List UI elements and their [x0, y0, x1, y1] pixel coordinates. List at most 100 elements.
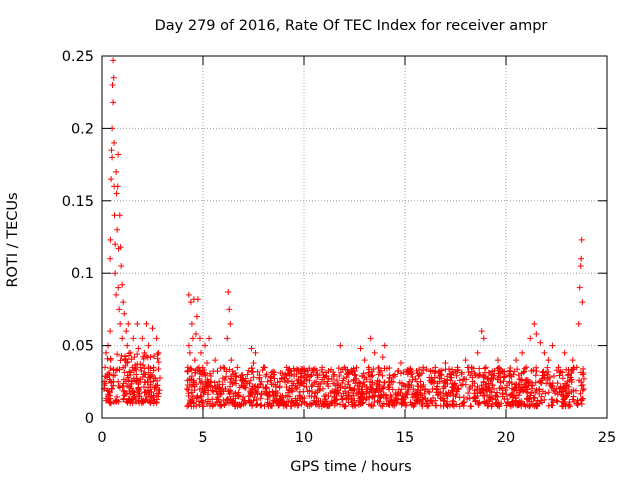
data-point	[351, 397, 358, 404]
data-point-dense	[426, 377, 433, 384]
data-point	[482, 386, 489, 393]
data-point-dense	[422, 395, 429, 402]
data-point-dense	[416, 366, 423, 373]
data-point-dense	[376, 398, 383, 405]
data-point-dense	[335, 387, 342, 394]
x-axis-label: GPS time / hours	[290, 459, 411, 475]
data-point-dense	[254, 383, 261, 390]
data-point-dense	[395, 367, 402, 374]
data-point	[121, 310, 128, 317]
data-point-dense	[287, 403, 294, 410]
data-point-dense	[184, 403, 191, 410]
data-point	[448, 374, 455, 381]
data-point	[206, 335, 213, 342]
data-point-dense	[228, 375, 235, 382]
data-point-dense	[110, 382, 117, 389]
data-point-dense	[529, 385, 536, 392]
data-point	[134, 320, 141, 327]
data-point-dense	[245, 367, 252, 374]
data-point-dense	[298, 401, 305, 408]
data-point-dense	[232, 377, 239, 384]
data-point-dense	[115, 383, 122, 390]
data-point-dense	[363, 376, 370, 383]
data-point	[224, 335, 231, 342]
data-point-dense	[285, 377, 292, 384]
data-point	[462, 357, 469, 364]
data-point	[111, 139, 118, 146]
data-point-dense	[423, 400, 430, 407]
data-point	[296, 388, 303, 395]
data-point-dense	[568, 388, 575, 395]
data-point	[361, 357, 368, 364]
data-point-dense	[480, 378, 487, 385]
data-point	[124, 342, 131, 349]
data-point	[188, 320, 195, 327]
data-point-dense	[445, 389, 452, 396]
data-point	[345, 378, 352, 385]
data-point-dense	[273, 399, 280, 406]
data-point-dense	[309, 381, 316, 388]
data-point-dense	[494, 402, 501, 409]
data-point-dense	[576, 377, 583, 384]
data-point	[127, 349, 134, 356]
data-point-dense	[409, 391, 416, 398]
data-point-dense	[272, 383, 279, 390]
data-point-dense	[419, 399, 426, 406]
data-point-dense	[559, 369, 566, 376]
data-point-dense	[140, 399, 147, 406]
data-point	[112, 241, 119, 248]
data-point-dense	[466, 386, 473, 393]
data-point-dense	[205, 387, 212, 394]
data-point-dense	[132, 377, 139, 384]
data-point-dense	[357, 380, 364, 387]
data-point-dense	[552, 388, 559, 395]
data-point	[284, 393, 291, 400]
data-point-dense	[379, 403, 386, 410]
data-point-dense	[418, 370, 425, 377]
data-point-dense	[461, 376, 468, 383]
data-point	[321, 393, 328, 400]
data-point	[305, 371, 312, 378]
data-point-dense	[311, 365, 318, 372]
data-point	[135, 345, 142, 352]
data-point-dense	[337, 384, 344, 391]
data-point-dense	[579, 381, 586, 388]
data-point	[220, 364, 227, 371]
data-point-dense	[452, 368, 459, 375]
data-point-dense	[294, 384, 301, 391]
data-point	[141, 349, 148, 356]
data-point	[194, 296, 201, 303]
data-point-dense	[368, 402, 375, 409]
data-point-dense	[466, 395, 473, 402]
data-point-dense	[198, 378, 205, 385]
data-point	[331, 371, 338, 378]
data-point-dense	[487, 388, 494, 395]
data-point-dense	[413, 392, 420, 399]
data-point	[118, 262, 125, 269]
data-point-dense	[187, 365, 194, 372]
data-point-dense	[510, 386, 517, 393]
data-point-dense	[453, 385, 460, 392]
data-point	[119, 281, 126, 288]
data-point-dense	[456, 377, 463, 384]
data-point	[130, 335, 137, 342]
data-point-dense	[193, 395, 200, 402]
data-point	[230, 393, 237, 400]
data-point-dense	[348, 396, 355, 403]
data-point-dense	[145, 369, 152, 376]
data-point-dense	[429, 386, 436, 393]
data-point	[337, 342, 344, 349]
data-point-dense	[247, 387, 254, 394]
data-point	[145, 342, 152, 349]
data-point	[500, 374, 507, 381]
data-point-dense	[494, 365, 501, 372]
data-point-dense	[346, 369, 353, 376]
data-point-dense	[515, 392, 522, 399]
data-point-dense	[279, 394, 286, 401]
data-point-dense	[416, 397, 423, 404]
data-point-dense	[337, 369, 344, 376]
data-point	[137, 364, 144, 371]
data-point-dense	[549, 380, 556, 387]
data-point	[321, 374, 328, 381]
data-point-dense	[339, 377, 346, 384]
